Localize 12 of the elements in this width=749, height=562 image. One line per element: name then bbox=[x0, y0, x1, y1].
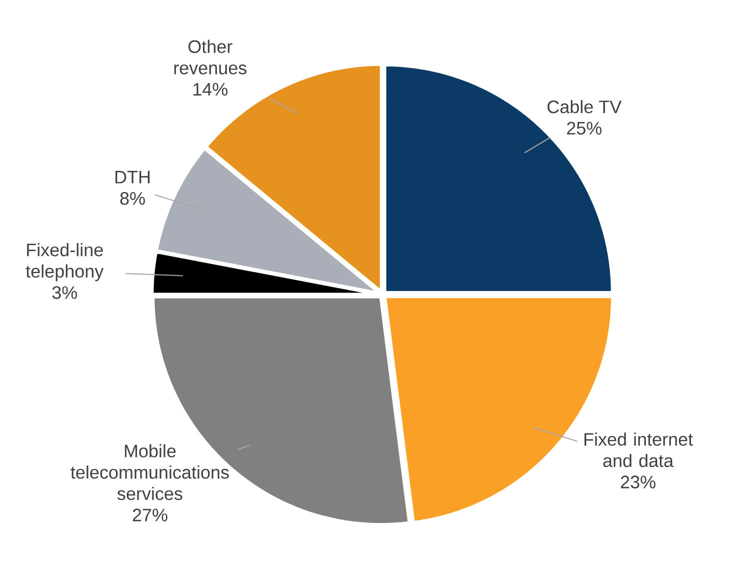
slice-label: Fixed internet and data bbox=[584, 432, 693, 468]
data-label: 27% bbox=[132, 508, 168, 522]
data-label: 23% bbox=[620, 476, 656, 488]
slice-label: Cable TV bbox=[548, 100, 622, 114]
data-label: 3% bbox=[52, 286, 77, 299]
slice-label: Other revenues bbox=[174, 40, 246, 74]
slice-label: Mobile telecommunications services bbox=[70, 444, 229, 500]
slice-label: DTH bbox=[116, 170, 150, 184]
data-label: 25% bbox=[567, 122, 602, 135]
slice-label: Fixed-line telephony bbox=[26, 243, 104, 282]
data-label: 14% bbox=[193, 83, 228, 96]
data-label: 8% bbox=[120, 192, 145, 205]
